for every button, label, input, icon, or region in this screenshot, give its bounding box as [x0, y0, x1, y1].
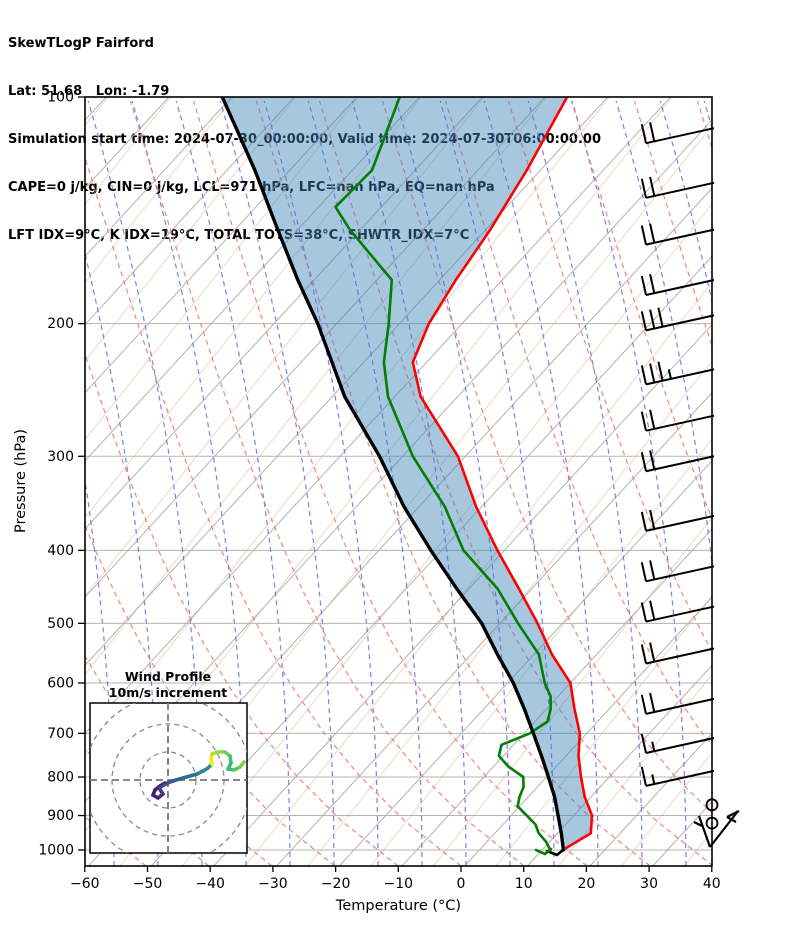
- lat-lon-line: Lat: 51.68 Lon: -1.79: [8, 84, 170, 99]
- surface-wind-barb: [709, 810, 739, 848]
- axes: −60 −50 −40 −30 −20 −10 0 10 20 30 40 100 200 300 400 5…: [13, 90, 721, 915]
- wind-barbs: [640, 122, 740, 848]
- x-tick-label: −40: [195, 876, 225, 892]
- surface-wind-barb: [726, 816, 737, 823]
- y-tick-label: 900: [47, 808, 74, 824]
- y-tick-label: 400: [47, 543, 74, 559]
- parcel-curve: [220, 97, 566, 852]
- x-tick-label: 20: [577, 876, 595, 892]
- x-tick-label: −20: [321, 876, 351, 892]
- y-axis-label: Pressure (hPa): [13, 429, 29, 533]
- x-tick-label: 0: [457, 876, 466, 892]
- hodograph-title: Wind Profile: [125, 669, 211, 684]
- x-tick-label: −50: [133, 876, 163, 892]
- x-tick-label: −30: [258, 876, 288, 892]
- y-tick-label: 300: [47, 449, 74, 465]
- temperature-curve: [411, 97, 594, 852]
- surface-hook: [534, 847, 553, 856]
- hodograph-trace-segment: [238, 760, 246, 769]
- x-tick-label: 30: [640, 876, 658, 892]
- y-tick-label: 100: [47, 90, 74, 106]
- y-tick-label: 600: [47, 675, 74, 691]
- cape-cin-line: CAPE=0 j/kg, CIN=0 j/kg, LCL=971 hPa, LF…: [8, 180, 495, 195]
- surface-hook: [545, 848, 565, 857]
- profile-curves: [220, 97, 594, 857]
- surface-wind-barb: [697, 815, 712, 848]
- surface-wind-barb: [693, 821, 703, 827]
- y-tick-label: 800: [47, 770, 74, 786]
- x-axis-label: Temperature (°C): [335, 898, 461, 914]
- x-tick-label: 40: [703, 876, 721, 892]
- figure-title: SkewTLogP Fairford: [8, 36, 154, 51]
- y-tick-label: 200: [47, 316, 74, 332]
- y-tick-label: 500: [47, 616, 74, 632]
- dewpoint-curve: [334, 97, 553, 852]
- y-tick-label: 700: [47, 726, 74, 742]
- x-tick-label: −60: [70, 876, 100, 892]
- x-tick-label: −10: [384, 876, 414, 892]
- x-tick-label: 10: [515, 876, 533, 892]
- surface-wind-barb: [726, 810, 740, 818]
- hodograph-subtitle: 10m/s increment: [109, 685, 227, 700]
- shaded-area: [222, 97, 593, 850]
- y-tick-label: 1000: [38, 843, 74, 859]
